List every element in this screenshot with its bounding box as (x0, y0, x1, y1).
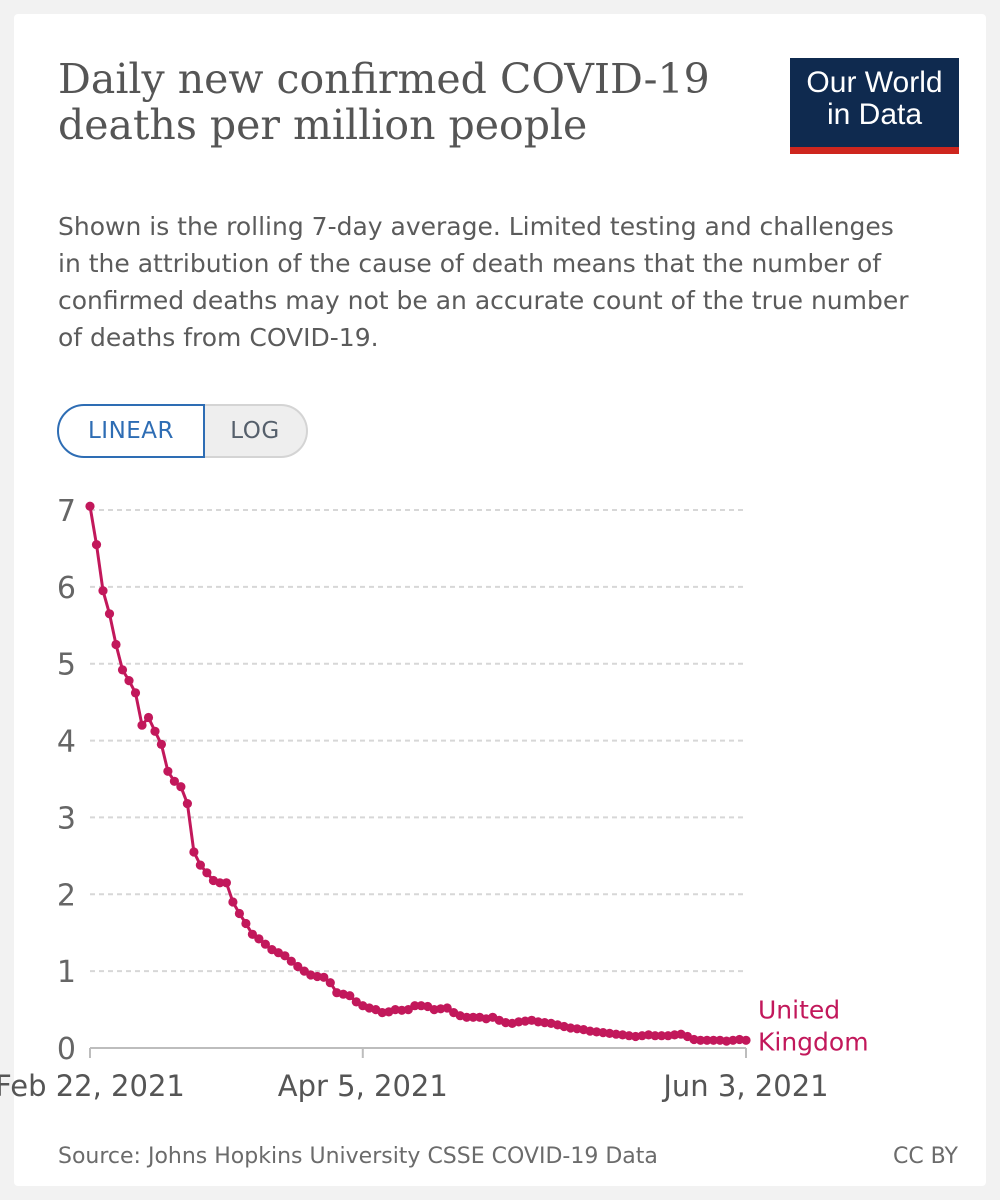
data-point (98, 586, 108, 596)
data-point (150, 726, 160, 736)
y-tick-label: 7 (57, 494, 76, 529)
data-point (117, 665, 128, 675)
data-point (462, 1012, 472, 1022)
data-point (215, 878, 225, 888)
data-point (156, 739, 166, 749)
data-point (85, 501, 95, 511)
x-tick-label: Apr 5, 2021 (278, 1069, 448, 1103)
data-point (247, 929, 257, 939)
source-note[interactable]: Source: Johns Hopkins University CSSE CO… (58, 1144, 658, 1169)
data-point (319, 972, 329, 982)
data-point (189, 847, 199, 857)
data-point (182, 799, 192, 809)
data-point (468, 1012, 478, 1022)
data-point (702, 1035, 712, 1045)
scale-toggle: LINEAR LOG (57, 404, 308, 458)
data-point (650, 1031, 660, 1041)
x-tick-label: Jun 3, 2021 (661, 1069, 828, 1103)
y-tick-label: 6 (57, 571, 76, 606)
y-tick-label: 0 (57, 1032, 76, 1067)
data-point (345, 991, 355, 1001)
data-point (260, 939, 270, 949)
data-point (163, 766, 173, 776)
data-point (176, 782, 186, 792)
data-point (708, 1035, 719, 1045)
y-tick-label: 2 (57, 878, 76, 913)
license-link[interactable]: CC BY (892, 1144, 958, 1169)
data-point (325, 978, 335, 988)
data-point (410, 1001, 420, 1011)
data-point (228, 897, 238, 907)
data-point (280, 951, 290, 961)
data-point (286, 956, 296, 966)
data-point (254, 934, 264, 944)
chart-card (14, 14, 986, 1186)
y-tick-label: 5 (57, 648, 76, 683)
data-point (124, 676, 134, 686)
data-point (137, 720, 147, 730)
logo-line-1: Our World (806, 66, 943, 99)
data-point (104, 609, 115, 619)
data-point (657, 1031, 667, 1041)
log-scale-button[interactable]: LOG (204, 404, 308, 458)
data-point (695, 1035, 706, 1045)
data-point (202, 868, 212, 878)
data-point (241, 918, 251, 929)
data-point (442, 1003, 452, 1013)
data-point (234, 908, 244, 919)
data-point (111, 639, 121, 650)
data-point (143, 712, 154, 723)
series-united-kingdom (85, 501, 751, 1046)
owid-logo[interactable]: Our World in Data (790, 58, 959, 154)
data-point (293, 961, 303, 972)
series-end-label: United Kingdom (758, 995, 869, 1056)
data-point (91, 540, 102, 550)
chart-title: Daily new confirmed COVID-19 deaths per … (58, 55, 710, 149)
line-chart: 0 1 2 3 4 5 6 7 Feb 22, 2021 Apr 5, 2021 Jun 3, 20… (0, 494, 869, 1103)
chart-subtitle: Shown is the rolling 7-day average. Limi… (58, 212, 909, 352)
logo-line-2: in Data (826, 98, 923, 131)
y-tick-label: 3 (57, 801, 76, 836)
data-point (195, 860, 205, 870)
data-point (130, 688, 141, 698)
y-tick-label: 1 (57, 955, 76, 990)
linear-scale-button[interactable]: LINEAR (57, 404, 205, 458)
data-point (221, 878, 231, 888)
data-point (169, 776, 179, 786)
data-point (741, 1035, 751, 1045)
x-tick-label: Feb 22, 2021 (0, 1069, 185, 1103)
y-tick-label: 4 (57, 725, 76, 760)
